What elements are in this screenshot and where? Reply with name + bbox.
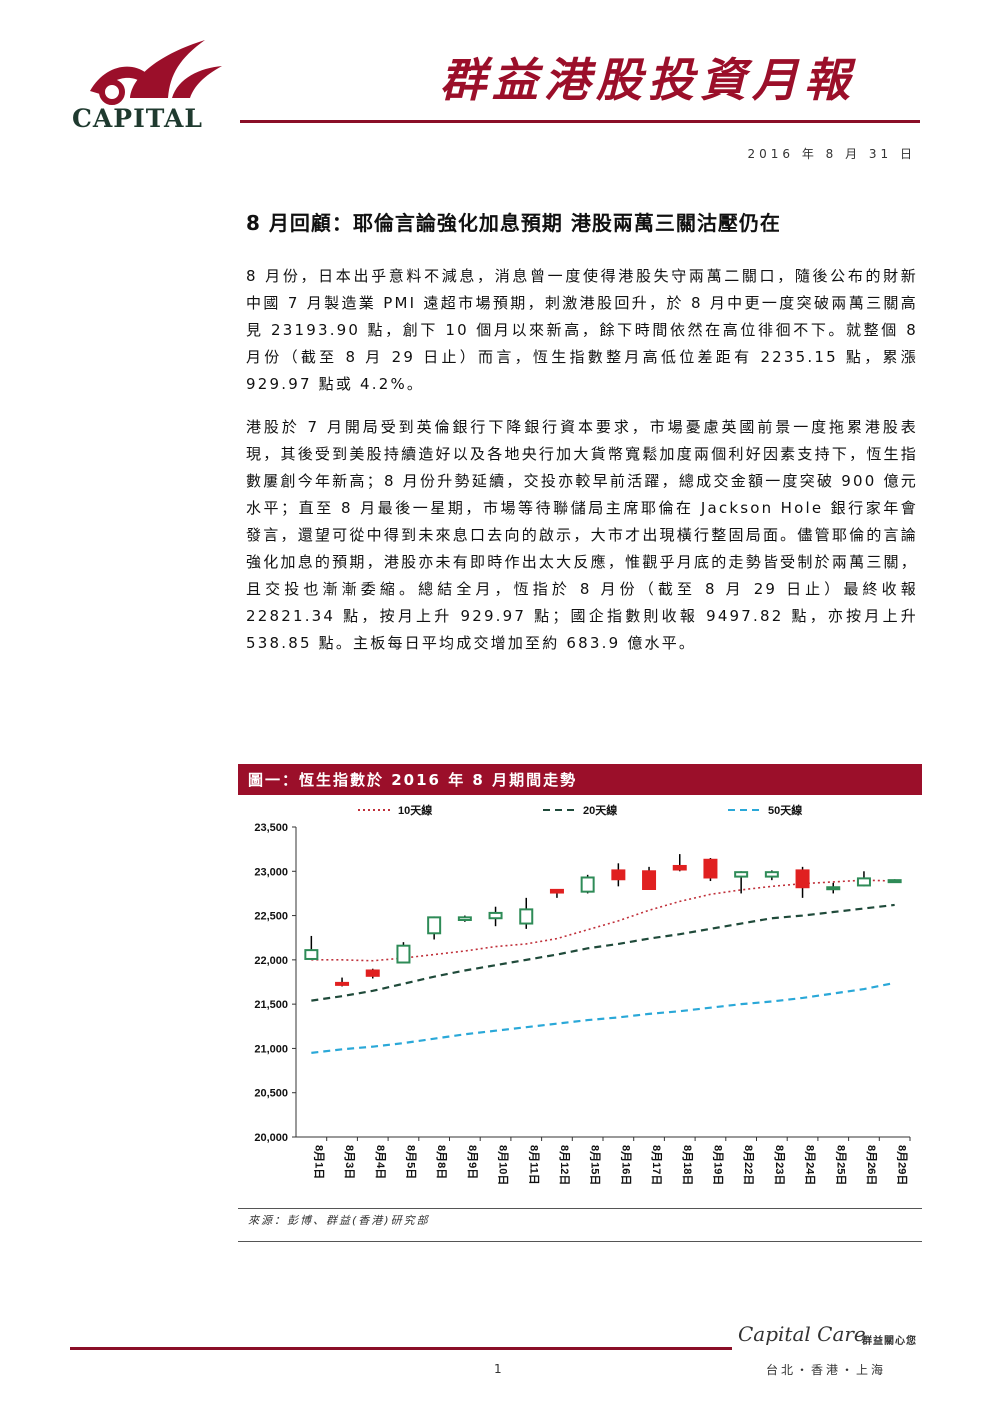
- figure-divider-top: [238, 1208, 922, 1209]
- candle-body: [304, 949, 319, 960]
- hsi-candlestick-chart: 20,000 20,500 21,000 21,500 22,000 22,500 23,0…: [254, 803, 911, 1185]
- candle-body: [580, 876, 595, 893]
- candle-body: [826, 886, 841, 891]
- x-tick-label: 8月11日: [527, 1145, 540, 1185]
- x-tick-label: 8月25日: [834, 1145, 847, 1185]
- figure-title: 圖一：恆生指數於 2016 年 8 月期間走勢: [248, 771, 578, 789]
- y-tick-label: 22,500: [254, 911, 288, 923]
- capital-logo-icon: [90, 40, 222, 105]
- article-paragraph-1: 8 月份，日本出乎意料不減息，消息曾一度使得港股失守兩萬二關口，隨後公布的財新中…: [246, 267, 918, 393]
- article-headline: 8 月回顧：耶倫言論強化加息預期 港股兩萬三關沽壓仍在: [246, 211, 781, 235]
- candle-body: [795, 869, 810, 889]
- candle-body: [672, 864, 687, 871]
- x-tick-label: 8月29日: [896, 1145, 909, 1185]
- legend-label-2: 20天線: [583, 803, 617, 817]
- x-tick-label: 8月26日: [865, 1145, 878, 1185]
- candle-body: [519, 908, 534, 925]
- candle-body: [642, 870, 657, 890]
- candle-body: [611, 869, 626, 881]
- footer-divider: [70, 1347, 732, 1350]
- candle-body: [488, 911, 503, 920]
- y-tick-label: 22,000: [254, 955, 288, 967]
- report-date: 2016 年 8 月 31 日: [747, 147, 916, 161]
- x-tick-label: 8月1日: [312, 1145, 325, 1179]
- y-tick-label: 21,500: [254, 999, 288, 1011]
- header-divider: [240, 120, 920, 123]
- x-tick-label: 8月8日: [435, 1145, 448, 1179]
- logo-wordmark: CAPITAL: [72, 104, 203, 133]
- x-tick-label: 8月3日: [343, 1145, 356, 1179]
- figure-title-bar: [238, 764, 922, 795]
- candle-body: [396, 944, 411, 964]
- candle-body: [457, 916, 472, 922]
- y-tick-label: 20,500: [254, 1088, 288, 1100]
- x-tick-label: 8月23日: [773, 1145, 786, 1185]
- x-tick-label: 8月18日: [681, 1145, 694, 1185]
- legend-label-1: 10天線: [398, 803, 432, 817]
- x-tick-label: 8月16日: [619, 1145, 632, 1185]
- footer-slogan: 群益關心您: [862, 1336, 917, 1347]
- candle-body: [335, 981, 350, 986]
- series-line-3: [311, 981, 895, 1054]
- x-tick-label: 8月17日: [650, 1145, 663, 1185]
- y-tick-label: 23,000: [254, 866, 288, 878]
- candle-body: [703, 858, 718, 879]
- candle-body: [887, 879, 902, 884]
- x-tick-label: 8月15日: [589, 1145, 602, 1185]
- x-tick-label: 8月4日: [374, 1145, 387, 1179]
- x-tick-label: 8月22日: [742, 1145, 755, 1185]
- x-tick-label: 8月5日: [404, 1145, 417, 1179]
- figure-source: 來源：彭博、群益(香港)研究部: [248, 1214, 430, 1227]
- candle-body: [365, 969, 380, 977]
- candle-body: [549, 888, 564, 894]
- x-tick-label: 8月19日: [711, 1145, 724, 1185]
- candle-body: [856, 877, 871, 887]
- candle-body: [764, 871, 779, 878]
- legend-label-3: 50天線: [768, 803, 802, 817]
- x-tick-label: 8月12日: [558, 1145, 571, 1185]
- article-paragraph-2: 港股於 7 月開局受到英倫銀行下降銀行資本要求，市場憂慮英國前景一度拖累港股表現…: [246, 418, 918, 652]
- y-tick-label: 23,500: [254, 822, 288, 834]
- candle-body: [734, 871, 749, 878]
- figure-divider-bottom: [238, 1241, 922, 1242]
- footer-brand: Capital Care: [738, 1322, 866, 1346]
- x-tick-label: 8月9日: [466, 1145, 479, 1179]
- y-tick-label: 20,000: [254, 1132, 288, 1144]
- page-number: 1: [494, 1362, 502, 1376]
- x-tick-label: 8月10日: [497, 1145, 510, 1185]
- y-tick-label: 21,000: [254, 1043, 288, 1055]
- series-line-2: [311, 903, 895, 1002]
- report-title: 群益港股投資月報: [440, 53, 856, 107]
- candle-body: [427, 916, 442, 935]
- x-tick-label: 8月24日: [804, 1145, 817, 1185]
- footer-locations: 台北・香港・上海: [766, 1363, 887, 1377]
